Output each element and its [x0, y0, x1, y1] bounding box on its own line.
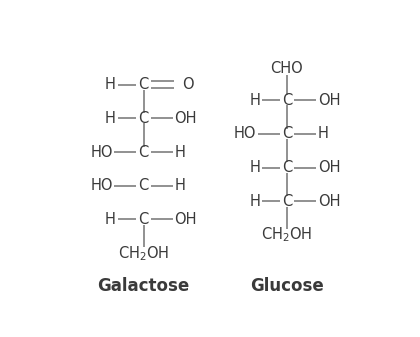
- Text: OH: OH: [175, 111, 197, 126]
- Text: Glucose: Glucose: [250, 277, 324, 295]
- Text: C: C: [282, 160, 292, 175]
- Text: OH: OH: [175, 212, 197, 227]
- Text: HO: HO: [234, 126, 256, 141]
- Text: OH: OH: [318, 160, 340, 175]
- Text: OH: OH: [318, 194, 340, 209]
- Text: H: H: [175, 145, 186, 159]
- Text: Galactose: Galactose: [97, 277, 190, 295]
- Text: CH$_2$OH: CH$_2$OH: [261, 226, 312, 244]
- Text: C: C: [139, 77, 149, 92]
- Text: O: O: [182, 77, 193, 92]
- Text: CH$_2$OH: CH$_2$OH: [118, 244, 169, 263]
- Text: OH: OH: [318, 93, 340, 108]
- Text: C: C: [139, 145, 149, 159]
- Text: C: C: [139, 111, 149, 126]
- Text: HO: HO: [90, 178, 113, 193]
- Text: H: H: [249, 160, 260, 175]
- Text: HO: HO: [90, 145, 113, 159]
- Text: H: H: [249, 194, 260, 209]
- Text: C: C: [282, 93, 292, 108]
- Text: H: H: [318, 126, 329, 141]
- Text: C: C: [282, 126, 292, 141]
- Text: C: C: [139, 178, 149, 193]
- Text: C: C: [282, 194, 292, 209]
- Text: H: H: [105, 111, 116, 126]
- Text: CHO: CHO: [270, 61, 303, 76]
- Text: H: H: [175, 178, 186, 193]
- Text: H: H: [105, 77, 116, 92]
- Text: H: H: [249, 93, 260, 108]
- Text: C: C: [139, 212, 149, 227]
- Text: H: H: [105, 212, 116, 227]
